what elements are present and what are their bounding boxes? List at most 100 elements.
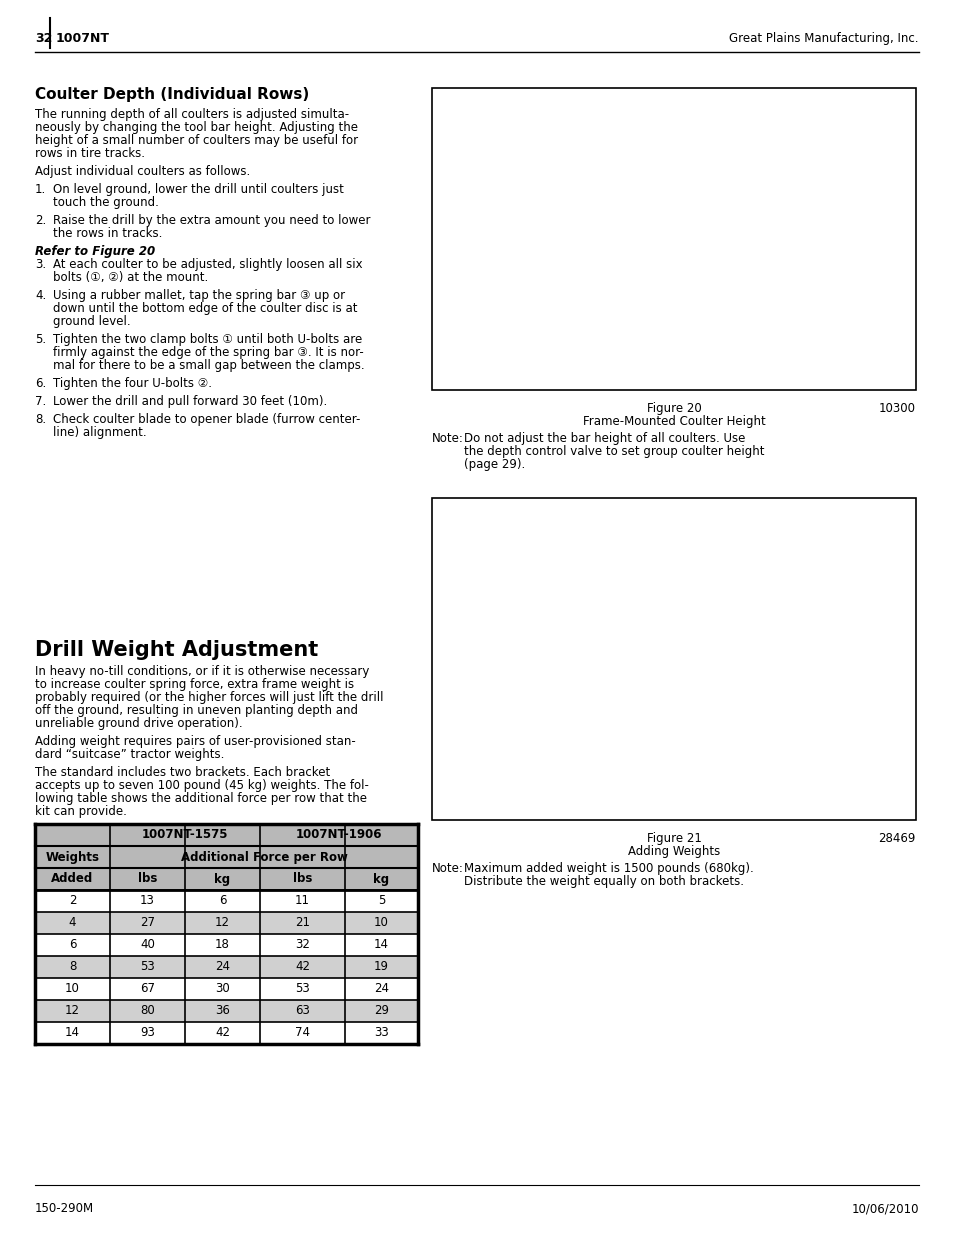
Text: 21: 21 bbox=[294, 916, 310, 930]
Text: In heavy no-till conditions, or if it is otherwise necessary: In heavy no-till conditions, or if it is… bbox=[35, 664, 369, 678]
Text: 1007NT-1575: 1007NT-1575 bbox=[142, 829, 228, 841]
Text: 6.: 6. bbox=[35, 377, 46, 390]
Text: Do not adjust the bar height of all coulters. Use: Do not adjust the bar height of all coul… bbox=[463, 432, 744, 445]
Text: 12: 12 bbox=[65, 1004, 80, 1018]
Text: Tighten the four U-bolts ②.: Tighten the four U-bolts ②. bbox=[53, 377, 212, 390]
Text: 32: 32 bbox=[294, 939, 310, 951]
Text: Adjust individual coulters as follows.: Adjust individual coulters as follows. bbox=[35, 165, 250, 178]
Bar bbox=[35, 911, 417, 934]
Text: Additional Force per Row: Additional Force per Row bbox=[180, 851, 347, 863]
Text: 6: 6 bbox=[69, 939, 76, 951]
Text: 4.: 4. bbox=[35, 289, 46, 303]
Text: line) alignment.: line) alignment. bbox=[53, 426, 147, 438]
Text: 80: 80 bbox=[140, 1004, 154, 1018]
Text: 14: 14 bbox=[65, 1026, 80, 1040]
Text: Figure 21: Figure 21 bbox=[646, 832, 700, 845]
Text: 8.: 8. bbox=[35, 412, 46, 426]
Text: Maximum added weight is 1500 pounds (680kg).: Maximum added weight is 1500 pounds (680… bbox=[463, 862, 753, 876]
Text: the depth control valve to set group coulter height: the depth control valve to set group cou… bbox=[463, 445, 763, 458]
Text: 14: 14 bbox=[374, 939, 389, 951]
Text: 24: 24 bbox=[374, 983, 389, 995]
Text: lowing table shows the additional force per row that the: lowing table shows the additional force … bbox=[35, 792, 367, 805]
Text: 36: 36 bbox=[214, 1004, 230, 1018]
Text: 7.: 7. bbox=[35, 395, 46, 408]
Text: down until the bottom edge of the coulter disc is at: down until the bottom edge of the coulte… bbox=[53, 303, 357, 315]
Text: probably required (or the higher forces will just lift the drill: probably required (or the higher forces … bbox=[35, 692, 383, 704]
Text: to increase coulter spring force, extra frame weight is: to increase coulter spring force, extra … bbox=[35, 678, 354, 692]
Text: 10: 10 bbox=[374, 916, 389, 930]
Text: 53: 53 bbox=[294, 983, 310, 995]
Text: ground level.: ground level. bbox=[53, 315, 131, 329]
Text: Weights: Weights bbox=[46, 851, 99, 863]
Text: 10300: 10300 bbox=[878, 403, 915, 415]
Text: mal for there to be a small gap between the clamps.: mal for there to be a small gap between … bbox=[53, 359, 364, 372]
Text: 6: 6 bbox=[218, 894, 226, 908]
Text: Added: Added bbox=[51, 872, 93, 885]
Text: 24: 24 bbox=[214, 961, 230, 973]
Text: Tighten the two clamp bolts ① until both U-bolts are: Tighten the two clamp bolts ① until both… bbox=[53, 333, 362, 346]
Text: Refer to Figure 20: Refer to Figure 20 bbox=[35, 245, 155, 258]
Text: 1.: 1. bbox=[35, 183, 46, 196]
Text: 5.: 5. bbox=[35, 333, 46, 346]
Text: Raise the drill by the extra amount you need to lower: Raise the drill by the extra amount you … bbox=[53, 214, 370, 227]
Text: Note:: Note: bbox=[432, 432, 463, 445]
Text: At each coulter to be adjusted, slightly loosen all six: At each coulter to be adjusted, slightly… bbox=[53, 258, 362, 270]
Text: 150-290M: 150-290M bbox=[35, 1202, 94, 1215]
Text: accepts up to seven 100 pound (45 kg) weights. The fol-: accepts up to seven 100 pound (45 kg) we… bbox=[35, 779, 369, 792]
Text: 93: 93 bbox=[140, 1026, 154, 1040]
Text: 67: 67 bbox=[140, 983, 154, 995]
Text: 27: 27 bbox=[140, 916, 154, 930]
Bar bbox=[35, 824, 417, 846]
Text: 4: 4 bbox=[69, 916, 76, 930]
Text: 29: 29 bbox=[374, 1004, 389, 1018]
Text: 1007NT-1906: 1007NT-1906 bbox=[295, 829, 382, 841]
Text: 63: 63 bbox=[294, 1004, 310, 1018]
Text: 33: 33 bbox=[374, 1026, 389, 1040]
Text: 28469: 28469 bbox=[878, 832, 915, 845]
Text: 3.: 3. bbox=[35, 258, 46, 270]
Text: 42: 42 bbox=[214, 1026, 230, 1040]
Text: height of a small number of coulters may be useful for: height of a small number of coulters may… bbox=[35, 135, 357, 147]
Text: Figure 20: Figure 20 bbox=[646, 403, 700, 415]
Text: Lower the drill and pull forward 30 feet (10m).: Lower the drill and pull forward 30 feet… bbox=[53, 395, 327, 408]
Text: 10: 10 bbox=[65, 983, 80, 995]
Text: 8: 8 bbox=[69, 961, 76, 973]
Text: On level ground, lower the drill until coulters just: On level ground, lower the drill until c… bbox=[53, 183, 343, 196]
Text: Distribute the weight equally on both brackets.: Distribute the weight equally on both br… bbox=[463, 876, 743, 888]
Text: off the ground, resulting in uneven planting depth and: off the ground, resulting in uneven plan… bbox=[35, 704, 357, 718]
Text: Frame-Mounted Coulter Height: Frame-Mounted Coulter Height bbox=[582, 415, 764, 429]
Text: dard “suitcase” tractor weights.: dard “suitcase” tractor weights. bbox=[35, 748, 224, 761]
Text: 18: 18 bbox=[214, 939, 230, 951]
Bar bbox=[35, 978, 417, 1000]
Text: unreliable ground drive operation).: unreliable ground drive operation). bbox=[35, 718, 242, 730]
Text: Coulter Depth (Individual Rows): Coulter Depth (Individual Rows) bbox=[35, 86, 309, 103]
Text: 32: 32 bbox=[35, 32, 52, 44]
Text: Adding weight requires pairs of user-provisioned stan-: Adding weight requires pairs of user-pro… bbox=[35, 735, 355, 748]
Bar bbox=[35, 1023, 417, 1044]
Text: touch the ground.: touch the ground. bbox=[53, 196, 159, 209]
Text: Adding Weights: Adding Weights bbox=[627, 845, 720, 858]
Text: the rows in tracks.: the rows in tracks. bbox=[53, 227, 162, 240]
Bar bbox=[432, 498, 915, 820]
Bar bbox=[35, 1000, 417, 1023]
Text: 19: 19 bbox=[374, 961, 389, 973]
Text: The standard includes two brackets. Each bracket: The standard includes two brackets. Each… bbox=[35, 766, 330, 779]
Text: 5: 5 bbox=[377, 894, 385, 908]
Text: lbs: lbs bbox=[137, 872, 157, 885]
Text: 10/06/2010: 10/06/2010 bbox=[851, 1202, 918, 1215]
Text: neously by changing the tool bar height. Adjusting the: neously by changing the tool bar height.… bbox=[35, 121, 357, 135]
Text: 2: 2 bbox=[69, 894, 76, 908]
Text: 13: 13 bbox=[140, 894, 154, 908]
Text: Using a rubber mallet, tap the spring bar ③ up or: Using a rubber mallet, tap the spring ba… bbox=[53, 289, 345, 303]
Text: 53: 53 bbox=[140, 961, 154, 973]
Bar bbox=[432, 88, 915, 390]
Text: rows in tire tracks.: rows in tire tracks. bbox=[35, 147, 145, 161]
Text: kit can provide.: kit can provide. bbox=[35, 805, 127, 818]
Bar bbox=[35, 868, 417, 890]
Text: firmly against the edge of the spring bar ③. It is nor-: firmly against the edge of the spring ba… bbox=[53, 346, 363, 359]
Text: Note:: Note: bbox=[432, 862, 463, 876]
Bar bbox=[35, 890, 417, 911]
Bar bbox=[35, 956, 417, 978]
Text: (page 29).: (page 29). bbox=[463, 458, 525, 471]
Text: 12: 12 bbox=[214, 916, 230, 930]
